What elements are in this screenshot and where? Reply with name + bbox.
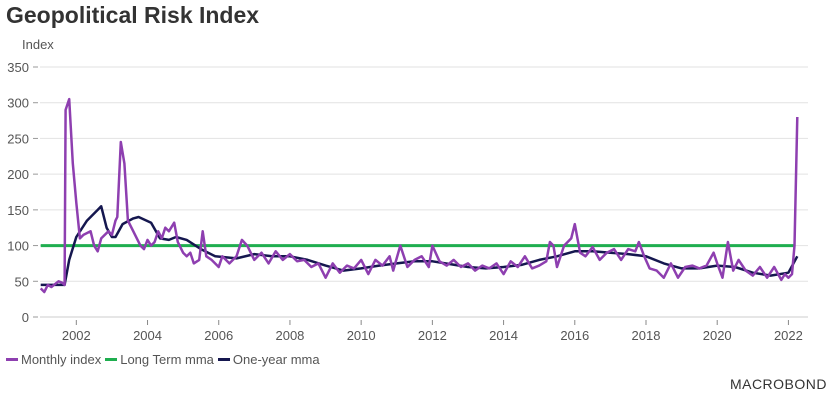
y-tick-label: 200: [7, 167, 29, 182]
legend: Monthly index Long Term mma One-year mma: [6, 352, 320, 367]
legend-item-long-term-mma: Long Term mma: [105, 352, 214, 367]
x-tick-label: 2010: [347, 328, 376, 343]
legend-label: Long Term mma: [120, 352, 214, 367]
y-tick-label: 250: [7, 131, 29, 146]
x-tick-label: 2012: [418, 328, 447, 343]
y-tick-label: 0: [22, 310, 29, 325]
y-tick-label: 100: [7, 239, 29, 254]
legend-label: One-year mma: [232, 352, 320, 367]
y-tick-label: 300: [7, 96, 29, 111]
legend-label: Monthly index: [21, 352, 102, 367]
y-tick-label: 350: [7, 60, 29, 75]
series-line-monthly-index: [39, 97, 799, 294]
x-tick-label: 2020: [703, 328, 732, 343]
y-tick-label: 50: [15, 274, 29, 289]
x-tick-label: 2018: [632, 328, 661, 343]
legend-swatch: [105, 358, 118, 361]
x-tick-label: 2014: [489, 328, 518, 343]
x-tick-label: 2016: [560, 328, 589, 343]
macrobond-logo: MACROBOND: [729, 376, 827, 392]
legend-item-monthly-index: Monthly index: [6, 352, 101, 367]
x-tick-label: 2004: [133, 328, 162, 343]
legend-item-one-year-mma: One-year mma: [217, 352, 320, 367]
chart-title: Geopolitical Risk Index: [6, 2, 260, 28]
legend-swatch: [217, 358, 230, 361]
y-axis-label: Index: [22, 37, 54, 52]
x-tick-label: 2008: [275, 328, 304, 343]
x-tick-label: 2022: [774, 328, 803, 343]
x-tick-label: 2002: [62, 328, 91, 343]
x-tick-label: 2006: [204, 328, 233, 343]
legend-swatch: [6, 358, 18, 361]
y-tick-label: 150: [7, 203, 29, 218]
